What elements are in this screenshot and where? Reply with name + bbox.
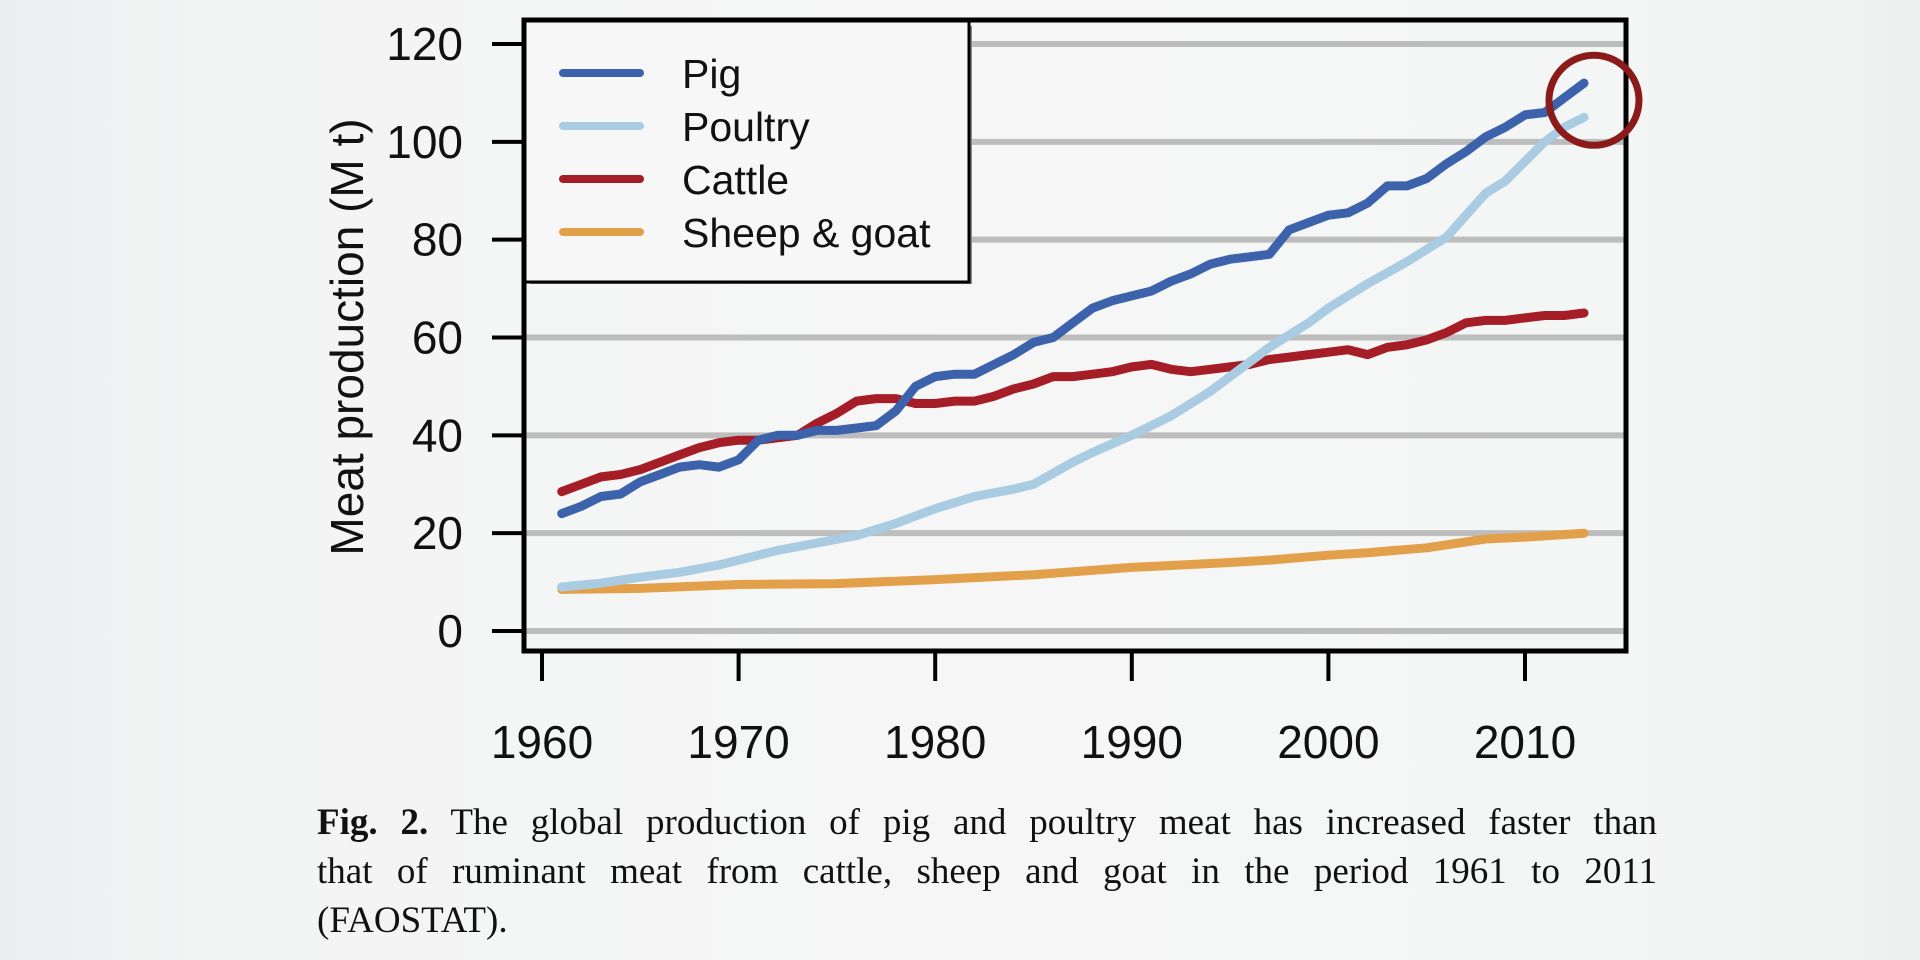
y-tick-label: 0 xyxy=(437,605,463,657)
caption-label: Fig. 2. xyxy=(317,802,429,843)
figure-caption: Fig. 2. The global production of pig and… xyxy=(317,798,1657,945)
y-tick-label: 120 xyxy=(386,18,463,70)
series-line-sheep-goat xyxy=(557,528,1589,594)
series-line-poultry xyxy=(557,112,1589,592)
x-tick-label: 2000 xyxy=(1277,716,1379,768)
series-line-cattle xyxy=(557,308,1589,497)
x-tick-label: 1980 xyxy=(884,716,986,768)
y-tick-label: 40 xyxy=(412,409,463,461)
series-lines xyxy=(557,78,1589,594)
x-tick-label: 2010 xyxy=(1474,716,1576,768)
x-tick-label: 1960 xyxy=(491,716,593,768)
y-tick-label: 20 xyxy=(412,507,463,559)
x-tick-label: 1970 xyxy=(687,716,789,768)
highlight-circle-annotation xyxy=(1545,51,1643,149)
meat-production-chart: Pig Poultry Cattle Sheep & goat 0 20 40 60 80 10… xyxy=(321,17,1643,768)
legend-label: Pig xyxy=(682,51,741,97)
y-tick-label: 80 xyxy=(412,214,463,266)
legend-box xyxy=(522,18,971,284)
legend-label: Sheep & goat xyxy=(682,210,931,256)
y-axis: 0 20 40 60 80 100 120 xyxy=(386,18,524,657)
legend-label: Poultry xyxy=(682,104,810,150)
y-axis-label: Meat production (M t) xyxy=(321,118,373,555)
x-axis: 1960 1970 1980 1990 2000 2010 xyxy=(491,651,1576,768)
series-line-pig xyxy=(557,78,1589,519)
y-tick-label: 100 xyxy=(386,116,463,168)
caption-line-2: that of ruminant meat from cattle, sheep… xyxy=(317,851,1657,892)
x-tick-label: 1990 xyxy=(1081,716,1183,768)
legend-label: Cattle xyxy=(682,157,789,203)
caption-line-1: The global production of pig and poultry… xyxy=(450,802,1657,843)
y-tick-label: 60 xyxy=(412,312,463,364)
caption-line-3: (FAOSTAT). xyxy=(317,900,508,941)
legend: Pig Poultry Cattle Sheep & goat xyxy=(522,18,972,284)
